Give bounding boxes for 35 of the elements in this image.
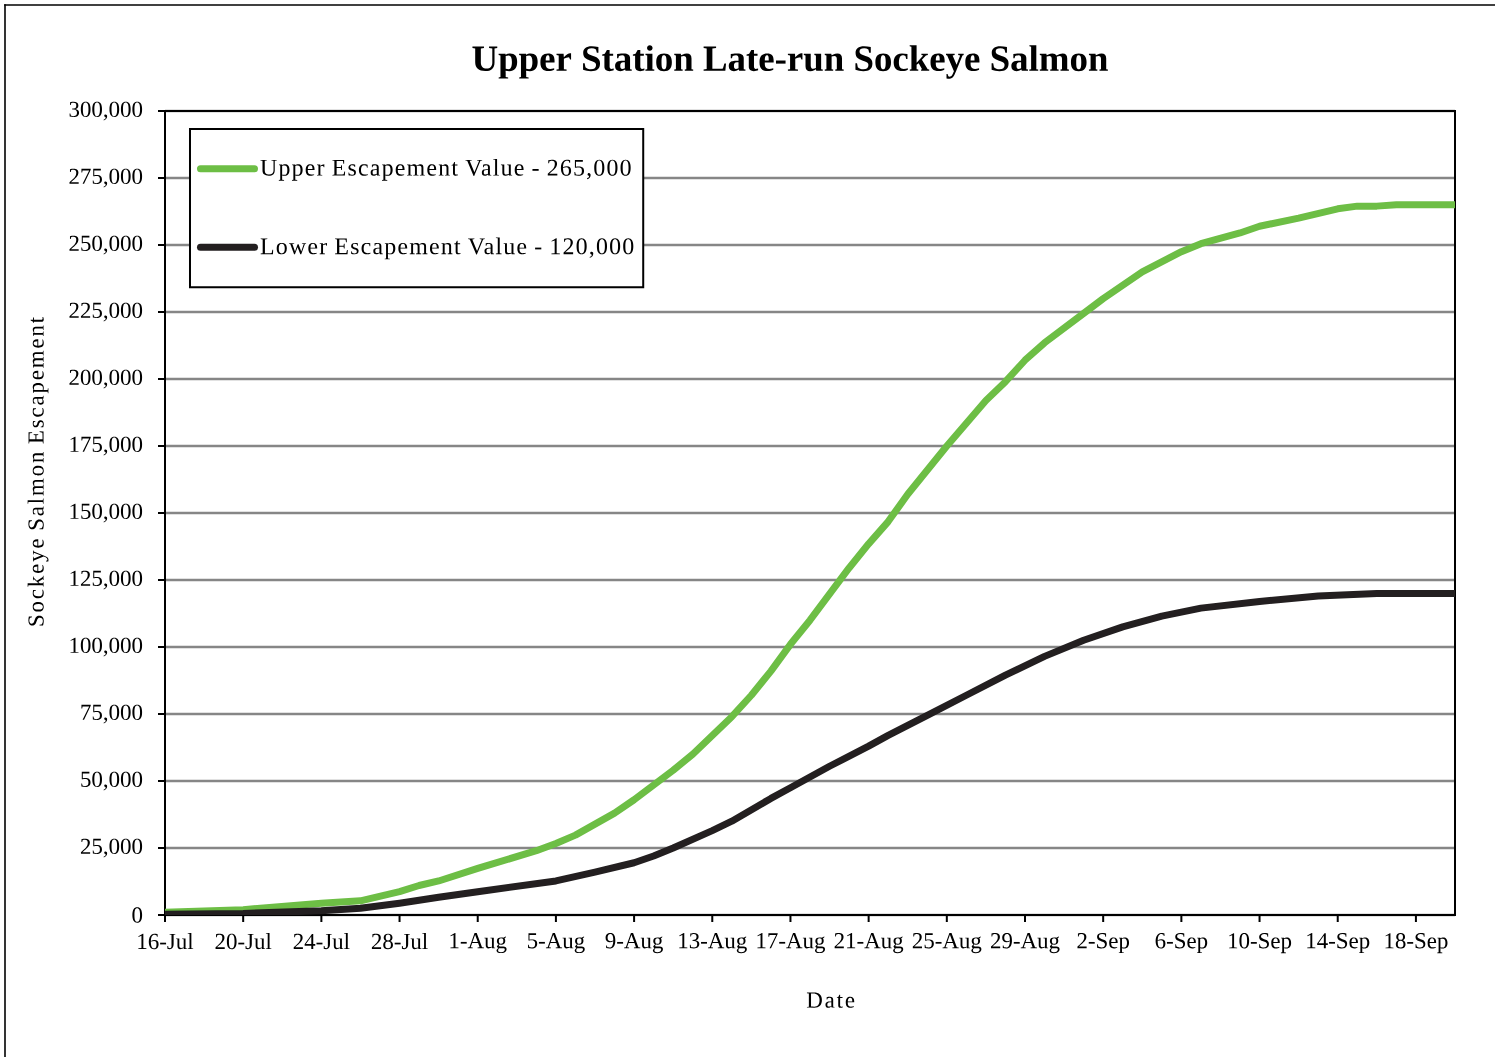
x-tick-label: 16-Jul — [138, 933, 194, 950]
x-tick-label: 18-Sep — [1385, 933, 1448, 954]
y-tick-label: 100,000 — [70, 637, 143, 657]
x-tick-label: 24-Jul — [293, 933, 350, 950]
x-tick-label: 25-Aug — [912, 933, 982, 954]
x-tick-label: 21-Aug — [834, 933, 904, 954]
y-tick-label: 225,000 — [69, 302, 143, 322]
y-tick-label: 275,000 — [69, 168, 143, 188]
x-tick-label: 5-Aug — [527, 933, 585, 954]
y-tick-label: 175,000 — [70, 436, 143, 456]
y-tick-label: 200,000 — [69, 369, 143, 389]
x-axis-title: Date — [806, 992, 855, 1008]
y-tick-label: 25,000 — [80, 838, 143, 858]
y-tick-label: 250,000 — [69, 235, 143, 255]
x-tick-label: 29-Aug — [991, 933, 1060, 954]
y-tick-label: 75,000 — [81, 704, 143, 724]
chart-title: Upper Station Late-run Sockeye Salmon — [472, 45, 1108, 79]
y-tick-label: 125,000 — [70, 570, 143, 590]
x-tick-label: 6-Sep — [1155, 933, 1208, 954]
legend-label: Upper Escapement Value - 265,000 — [260, 158, 631, 181]
y-tick-label: 0 — [132, 907, 143, 923]
x-tick-label: 13-Aug — [679, 933, 747, 954]
x-tick-label: 9-Aug — [605, 933, 663, 954]
legend-label: Lower Escapement Value - 120,000 — [260, 237, 634, 260]
y-tick-label: 50,000 — [81, 771, 143, 791]
y-tick-label: 300,000 — [69, 101, 143, 121]
x-tick-label: 10-Sep — [1229, 933, 1292, 954]
x-tick-label: 17-Aug — [757, 933, 826, 954]
y-axis-title: Sockeye Salmon Escapement — [27, 317, 49, 626]
x-tick-label: 20-Jul — [215, 933, 272, 950]
x-tick-label: 1-Aug — [450, 933, 507, 954]
y-tick-label: 150,000 — [70, 503, 143, 523]
x-tick-label: 14-Sep — [1307, 933, 1370, 954]
x-tick-label: 28-Jul — [371, 933, 428, 950]
x-tick-label: 2-Sep — [1077, 933, 1130, 954]
